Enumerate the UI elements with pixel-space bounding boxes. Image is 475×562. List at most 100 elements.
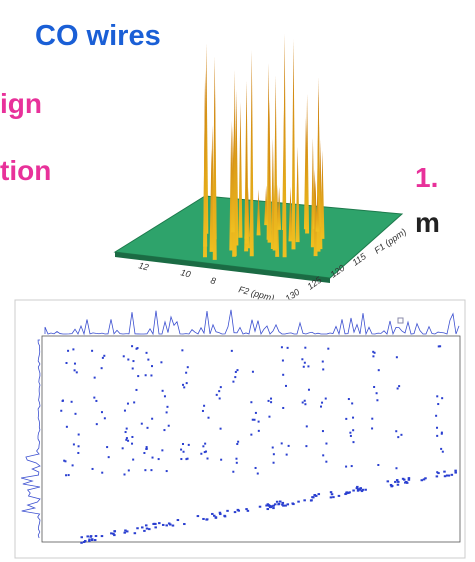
cross-peak (302, 365, 305, 368)
cross-peak (220, 458, 223, 461)
diagonal-peak (313, 494, 316, 497)
peak (267, 147, 272, 243)
cross-peak (321, 401, 324, 404)
peak (249, 50, 254, 257)
title-fragment: CO wires (35, 20, 161, 52)
cross-peak (440, 432, 443, 435)
diagonal-peak (113, 534, 116, 537)
cross-peak (305, 445, 308, 448)
cross-peak (71, 464, 74, 467)
cross-peak (321, 360, 324, 363)
diagonal-peak (82, 541, 86, 544)
peak (238, 102, 243, 238)
cross-peak (350, 465, 353, 468)
diagonal-peak (360, 490, 364, 493)
cross-peak (280, 442, 283, 445)
diagonal-peak (171, 524, 175, 527)
diagonal-peak (284, 504, 287, 507)
cross-peak (286, 346, 289, 349)
cross-peak (201, 409, 204, 412)
cross-peak (253, 418, 256, 421)
cross-peak (352, 441, 355, 444)
cross-peak (327, 347, 330, 350)
cross-peak (145, 351, 148, 354)
cross-peak (347, 398, 350, 401)
peak (273, 75, 278, 249)
cross-peak (150, 374, 153, 377)
cross-peak (235, 461, 238, 464)
cross-peak (304, 403, 307, 406)
diagonal-peak (205, 518, 208, 521)
cross-peak (272, 461, 275, 464)
cross-peak (301, 358, 304, 361)
cross-peak (352, 429, 355, 432)
cross-peak (101, 471, 104, 474)
diagonal-peak (344, 493, 347, 496)
cross-peak (437, 345, 440, 348)
cross-peak (250, 401, 253, 404)
cross-peak (180, 458, 183, 461)
diagonal-peak (124, 529, 127, 532)
cross-peak (121, 447, 124, 450)
cross-peak (72, 443, 75, 446)
diagonal-peak (297, 500, 300, 503)
cross-peak (303, 399, 306, 402)
cross-peak (373, 351, 376, 354)
cross-peak (166, 405, 169, 408)
diagonal-peak (404, 481, 407, 484)
cross-peak (271, 446, 274, 449)
cross-peak (185, 382, 188, 385)
diagonal-peak (356, 488, 360, 491)
cross-peak (232, 380, 235, 383)
cross-peak (103, 354, 106, 357)
f2-tick: 10 (179, 267, 191, 279)
cross-peak (200, 452, 203, 455)
cross-peak (395, 430, 398, 433)
cross-peak (73, 369, 76, 372)
cross-peak (287, 444, 290, 447)
cross-peak (137, 375, 140, 378)
diagonal-peak (422, 478, 426, 481)
diagonal-peak (272, 507, 275, 510)
diagonal-peak (281, 501, 285, 504)
diagonal-peak (148, 528, 151, 531)
diagonal-peak (161, 523, 165, 526)
diagonal-peak (143, 529, 146, 532)
diagonal-peak (145, 524, 148, 527)
cross-peak (251, 370, 254, 373)
cross-peak (127, 469, 130, 472)
cross-peak (440, 431, 443, 434)
diagonal-peak (202, 517, 205, 520)
diagonal-peak (165, 524, 168, 527)
cross-peak (282, 373, 285, 376)
cross-peak (400, 433, 403, 436)
peak (320, 150, 325, 239)
cross-peak (77, 445, 80, 448)
diagonal-peak (435, 475, 439, 478)
cross-peak (133, 401, 136, 404)
peak (288, 186, 293, 242)
diagonal-peak (407, 478, 411, 481)
cross-peak (143, 451, 146, 454)
left-line: ign (0, 88, 42, 119)
peak (277, 186, 282, 230)
cross-peak (185, 371, 188, 374)
cross-peak (219, 386, 222, 389)
diagonal-peak (274, 503, 277, 506)
cross-peak (441, 397, 444, 400)
diagonal-peak (275, 500, 279, 503)
diagonal-peak (141, 526, 144, 529)
cross-peak (237, 440, 240, 443)
cross-peak (151, 365, 154, 368)
diagonal-peak (347, 491, 350, 494)
peak (244, 165, 249, 239)
cross-peak (140, 422, 143, 425)
cross-peak (67, 474, 70, 477)
cross-peak (437, 403, 440, 406)
peak (315, 194, 320, 232)
cross-peak (305, 425, 308, 428)
cross-peak (234, 376, 237, 379)
peaks (203, 33, 325, 260)
cross-peak (100, 411, 103, 414)
